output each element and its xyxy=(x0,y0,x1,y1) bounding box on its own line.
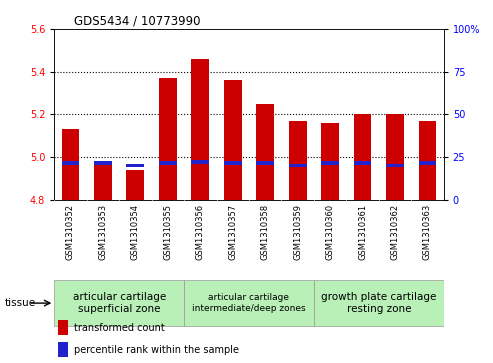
Text: GSM1310359: GSM1310359 xyxy=(293,204,302,260)
Bar xyxy=(289,164,307,167)
Bar xyxy=(191,160,209,164)
Text: GSM1310363: GSM1310363 xyxy=(423,204,432,260)
Text: GSM1310358: GSM1310358 xyxy=(261,204,270,260)
Bar xyxy=(159,78,177,200)
Bar xyxy=(386,114,404,200)
Text: tissue: tissue xyxy=(5,298,36,308)
Text: percentile rank within the sample: percentile rank within the sample xyxy=(73,345,239,355)
Bar xyxy=(62,162,79,165)
Bar xyxy=(58,320,68,335)
Text: GSM1310361: GSM1310361 xyxy=(358,204,367,260)
Text: GSM1310362: GSM1310362 xyxy=(390,204,399,260)
Bar xyxy=(94,161,112,200)
Bar xyxy=(58,342,68,357)
Bar xyxy=(126,164,144,167)
Bar xyxy=(386,164,404,167)
Bar xyxy=(419,121,436,200)
Bar xyxy=(62,129,79,200)
Bar xyxy=(321,162,339,165)
Bar xyxy=(159,162,177,165)
Bar xyxy=(94,162,112,165)
Text: GSM1310355: GSM1310355 xyxy=(163,204,173,260)
Text: GDS5434 / 10773990: GDS5434 / 10773990 xyxy=(73,15,200,28)
Bar xyxy=(353,162,372,165)
Text: transformed count: transformed count xyxy=(73,323,165,333)
Text: GSM1310357: GSM1310357 xyxy=(228,204,237,260)
Text: growth plate cartilage
resting zone: growth plate cartilage resting zone xyxy=(321,292,436,314)
Text: GSM1310352: GSM1310352 xyxy=(66,204,75,260)
Bar xyxy=(191,59,209,200)
Bar xyxy=(321,123,339,200)
Bar xyxy=(224,80,242,200)
Text: GSM1310354: GSM1310354 xyxy=(131,204,140,260)
Text: GSM1310360: GSM1310360 xyxy=(325,204,335,260)
Text: GSM1310356: GSM1310356 xyxy=(196,204,205,260)
Text: articular cartilage
superficial zone: articular cartilage superficial zone xyxy=(72,292,166,314)
Bar xyxy=(289,121,307,200)
Text: GSM1310353: GSM1310353 xyxy=(99,204,107,260)
Bar xyxy=(256,104,274,200)
Bar xyxy=(54,281,184,326)
Bar xyxy=(224,162,242,165)
Bar xyxy=(419,162,436,165)
Bar xyxy=(314,281,444,326)
Bar xyxy=(126,170,144,200)
Bar xyxy=(353,114,372,200)
Text: articular cartilage
intermediate/deep zones: articular cartilage intermediate/deep zo… xyxy=(192,293,306,313)
Bar xyxy=(256,162,274,165)
Bar xyxy=(184,281,314,326)
